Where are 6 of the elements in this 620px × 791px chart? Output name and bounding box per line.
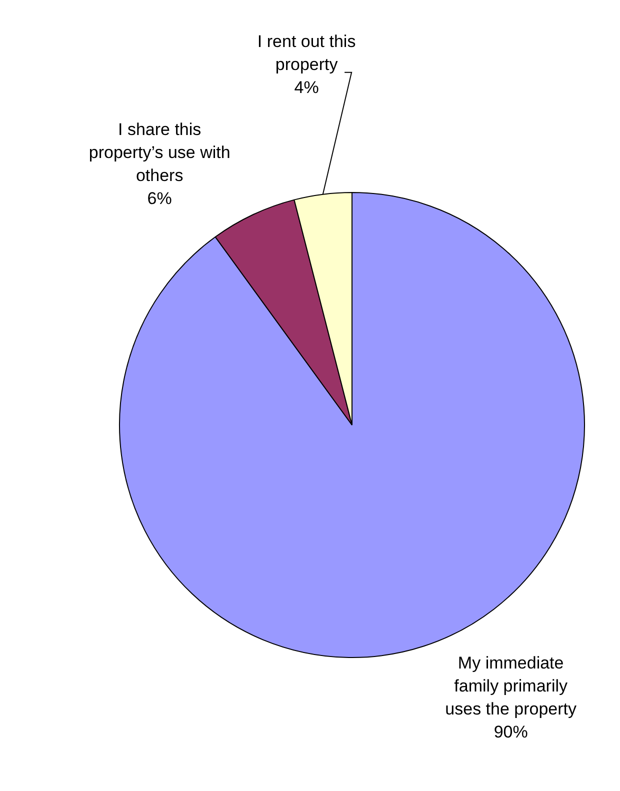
slice-label: I share this property’s use with others bbox=[88, 120, 230, 186]
data-label: 6% bbox=[147, 189, 172, 208]
data-label: 90% bbox=[494, 722, 528, 742]
data-label: 4% bbox=[294, 78, 319, 98]
slice-label: My immediate family primarily uses the property bbox=[445, 654, 578, 719]
slice-label: I rent out this property bbox=[257, 32, 356, 74]
